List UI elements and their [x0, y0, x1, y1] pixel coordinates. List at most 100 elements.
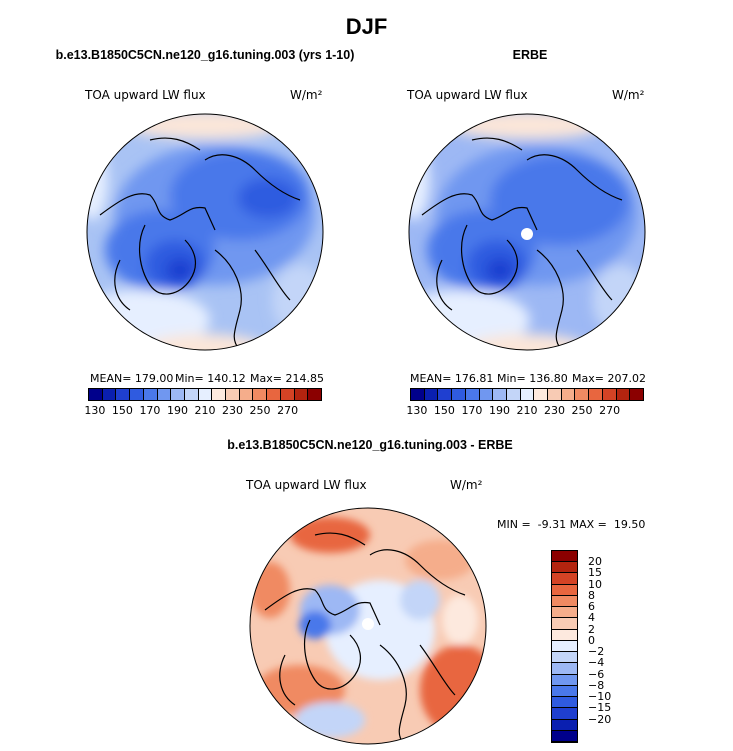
colorbar-swatch	[552, 618, 577, 630]
colorbar-swatch	[493, 389, 507, 400]
colorbar-swatch	[239, 389, 254, 400]
colorbar-swatch	[479, 389, 494, 400]
colorbar-swatch	[89, 389, 103, 400]
panel-1-max: Max= 214.85	[250, 372, 324, 385]
panel-2-title: ERBE	[512, 48, 548, 62]
colorbar-swatch	[630, 389, 643, 400]
colorbar-swatch	[116, 389, 131, 400]
colorbar-swatch	[157, 389, 172, 400]
figure-title: DJF	[345, 14, 388, 39]
colorbar-swatch	[616, 389, 631, 400]
panel-1-mean: MEAN= 179.00	[90, 372, 174, 385]
colorbar-swatch	[130, 389, 144, 400]
colorbar-swatch	[424, 389, 439, 400]
colorbar-tick-label: 230	[222, 404, 244, 417]
colorbar-swatch	[534, 389, 549, 400]
colorbar-swatch	[308, 389, 321, 400]
colorbar-swatch	[452, 389, 466, 400]
colorbar-tick-label: 170	[461, 404, 483, 417]
colorbar-tick-label: −8	[588, 678, 605, 692]
colorbar-tick-label: 210	[516, 404, 538, 417]
colorbar-swatch	[506, 389, 521, 400]
colorbar-tick-label: 0	[588, 633, 595, 647]
colorbar-swatch	[184, 389, 199, 400]
colorbar-swatch	[294, 389, 309, 400]
panel-2-units: W/m²	[612, 88, 645, 102]
colorbar-tick-label: 270	[599, 404, 621, 417]
colorbar-swatch	[226, 389, 240, 400]
panel-3-minmax: MIN = -9.31 MAX = 19.50	[497, 518, 646, 531]
colorbar-swatch	[561, 389, 576, 400]
colorbar-swatch	[212, 389, 227, 400]
colorbar-swatch	[520, 389, 535, 400]
colorbar-tick-label: 4	[588, 611, 595, 625]
map-panel-1	[86, 113, 324, 351]
colorbar-panel-3	[551, 550, 578, 743]
colorbar-swatch	[552, 562, 577, 574]
colorbar-tick-label: 6	[588, 600, 595, 614]
colorbar-swatch	[575, 389, 590, 400]
colorbar-tick-label: 130	[84, 404, 106, 417]
colorbar-swatch	[253, 389, 268, 400]
colorbar-tick-label: −6	[588, 667, 605, 681]
colorbar-swatch	[602, 389, 617, 400]
colorbar-swatch	[552, 663, 577, 675]
panel-2-mean: MEAN= 176.81	[410, 372, 494, 385]
panel-3-variable: TOA upward LW flux	[246, 478, 367, 492]
colorbar-swatch	[552, 629, 577, 641]
panel-1-title: b.e13.B1850C5CN.ne120_g16.tuning.003 (yr…	[55, 48, 355, 62]
colorbar-swatch	[552, 652, 577, 664]
panel-2-min: Min= 136.80	[497, 372, 568, 385]
colorbar-tick-label: 250	[249, 404, 271, 417]
colorbar-tick-label: 2	[588, 622, 595, 636]
colorbar-swatch	[198, 389, 213, 400]
colorbar-swatch	[548, 389, 562, 400]
colorbar-swatch	[552, 551, 577, 563]
colorbar-tick-label: 130	[406, 404, 428, 417]
colorbar-tick-label: −2	[588, 645, 605, 659]
colorbar-tick-label: 250	[571, 404, 593, 417]
colorbar-swatch	[465, 389, 480, 400]
colorbar-panel-2	[410, 388, 644, 401]
colorbar-swatch	[102, 389, 117, 400]
colorbar-swatch	[552, 685, 577, 698]
colorbar-swatch	[552, 719, 577, 731]
panel-2-variable: TOA upward LW flux	[407, 88, 528, 102]
colorbar-swatch	[267, 389, 281, 400]
colorbar-tick-label: −4	[588, 656, 605, 670]
colorbar-tick-label: 150	[433, 404, 455, 417]
colorbar-swatch	[171, 389, 185, 400]
colorbar-tick-label: 10	[588, 577, 602, 591]
panel-3-title: b.e13.B1850C5CN.ne120_g16.tuning.003 - E…	[227, 438, 513, 452]
colorbar-swatch	[552, 584, 577, 596]
colorbar-tick-label: 20	[588, 555, 602, 569]
colorbar-swatch	[143, 389, 158, 400]
panel-1-min: Min= 140.12	[175, 372, 246, 385]
colorbar-tick-label: 150	[111, 404, 133, 417]
colorbar-swatch	[280, 389, 295, 400]
colorbar-swatch	[552, 595, 577, 608]
colorbar-swatch	[438, 389, 453, 400]
panel-3-units: W/m²	[450, 478, 483, 492]
colorbar-swatch	[552, 573, 577, 585]
colorbar-tick-label: 190	[166, 404, 188, 417]
colorbar-swatch	[552, 697, 577, 709]
colorbar-tick-label: −15	[588, 701, 612, 715]
colorbar-tick-label: 8	[588, 588, 595, 602]
colorbar-swatch	[552, 730, 577, 742]
colorbar-swatch	[589, 389, 603, 400]
colorbar-swatch	[552, 708, 577, 720]
colorbar-tick-label: −20	[588, 712, 612, 726]
map-panel-3	[249, 507, 487, 745]
colorbar-tick-label: 15	[588, 566, 602, 580]
colorbar-tick-label: 270	[277, 404, 299, 417]
colorbar-swatch	[552, 640, 577, 653]
map-panel-2	[408, 113, 646, 351]
colorbar-panel-1	[88, 388, 322, 401]
panel-1-units: W/m²	[290, 88, 323, 102]
colorbar-tick-label: 170	[139, 404, 161, 417]
panel-2-max: Max= 207.02	[572, 372, 646, 385]
colorbar-tick-label: 190	[488, 404, 510, 417]
colorbar-swatch	[411, 389, 425, 400]
